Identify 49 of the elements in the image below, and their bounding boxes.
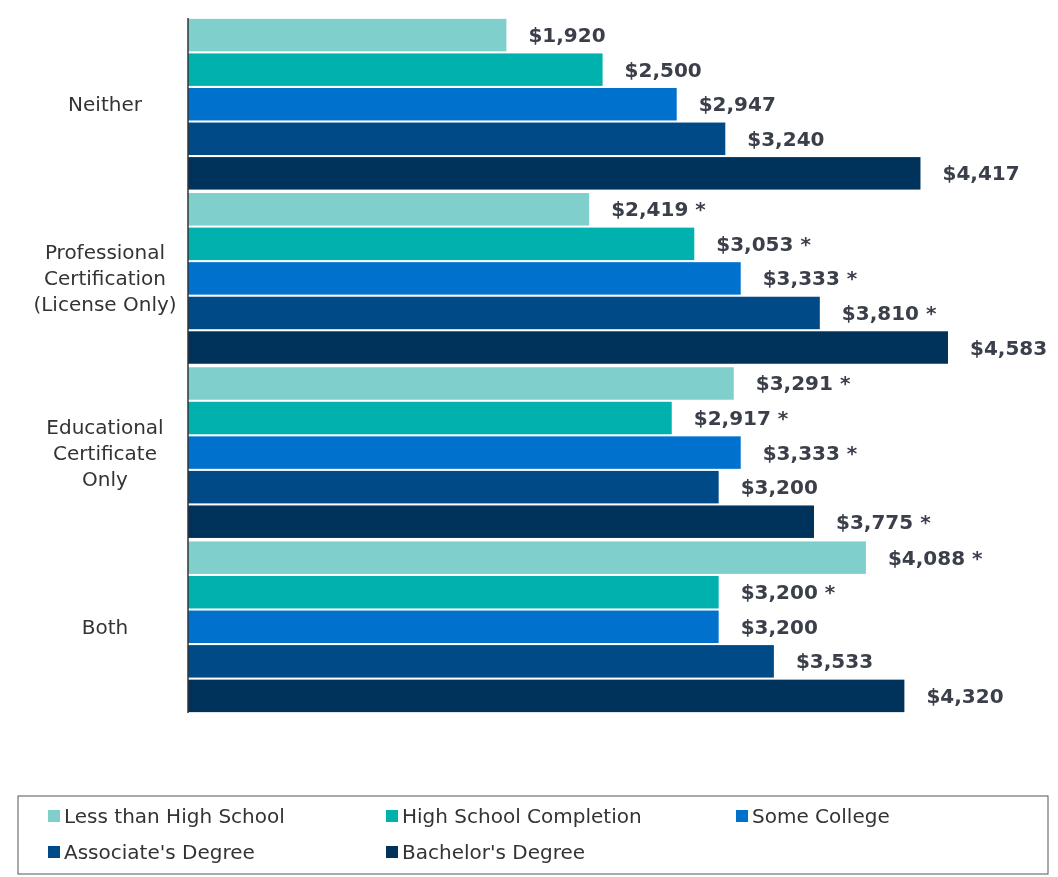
data-label: $3,200 * (740, 580, 836, 605)
y-tick-label: Both (81, 614, 129, 639)
legend-label: High School Completion (402, 804, 642, 828)
bar (188, 505, 815, 538)
data-label: $3,810 * (841, 300, 937, 325)
data-label: $3,333 * (762, 440, 858, 465)
y-tick-label: Educational Certificate Only (46, 414, 164, 491)
bar (188, 18, 507, 52)
data-label: $4,417 (942, 161, 1020, 186)
bar (188, 610, 719, 644)
data-label: $4,320 (926, 683, 1004, 708)
data-label: $2,419 * (611, 197, 707, 222)
data-label: $3,053 * (716, 231, 812, 256)
data-label: $3,533 (795, 649, 874, 674)
data-label: $2,947 (698, 92, 776, 117)
bar (188, 296, 820, 330)
legend-label: Bachelor's Degree (402, 840, 586, 864)
data-label: $2,500 (624, 57, 702, 82)
bar (188, 193, 590, 226)
bar (188, 436, 741, 469)
data-label: $3,775 * (836, 509, 932, 534)
legend-label: Less than High School (64, 804, 285, 828)
bar (188, 541, 866, 574)
legend-label: Associate's Degree (64, 840, 255, 864)
bar (188, 331, 948, 364)
data-label: $1,920 (528, 23, 606, 48)
data-label: $3,200 (740, 614, 818, 639)
data-label: $2,917 * (693, 406, 789, 431)
bar (188, 87, 677, 121)
bar (188, 122, 726, 156)
bar (188, 401, 672, 435)
data-label: $3,200 (740, 475, 818, 500)
bar (188, 679, 905, 713)
bar (188, 470, 719, 504)
bar (188, 367, 734, 400)
y-tick-label: Neither (68, 92, 143, 117)
bar (188, 157, 921, 190)
bar (188, 262, 741, 295)
data-label: $4,088 * (887, 545, 984, 570)
data-label: $3,333 * (762, 266, 858, 291)
bar (188, 53, 603, 86)
bar (188, 227, 695, 261)
data-label: $4,583 (970, 335, 1048, 360)
legend-label: Some College (752, 804, 890, 828)
y-tick-label: Professional Certification (License Only) (33, 240, 177, 317)
data-label: $3,291 * (755, 371, 851, 396)
data-label: $3,240 (747, 126, 825, 151)
bar (188, 575, 719, 609)
bar (188, 645, 774, 678)
